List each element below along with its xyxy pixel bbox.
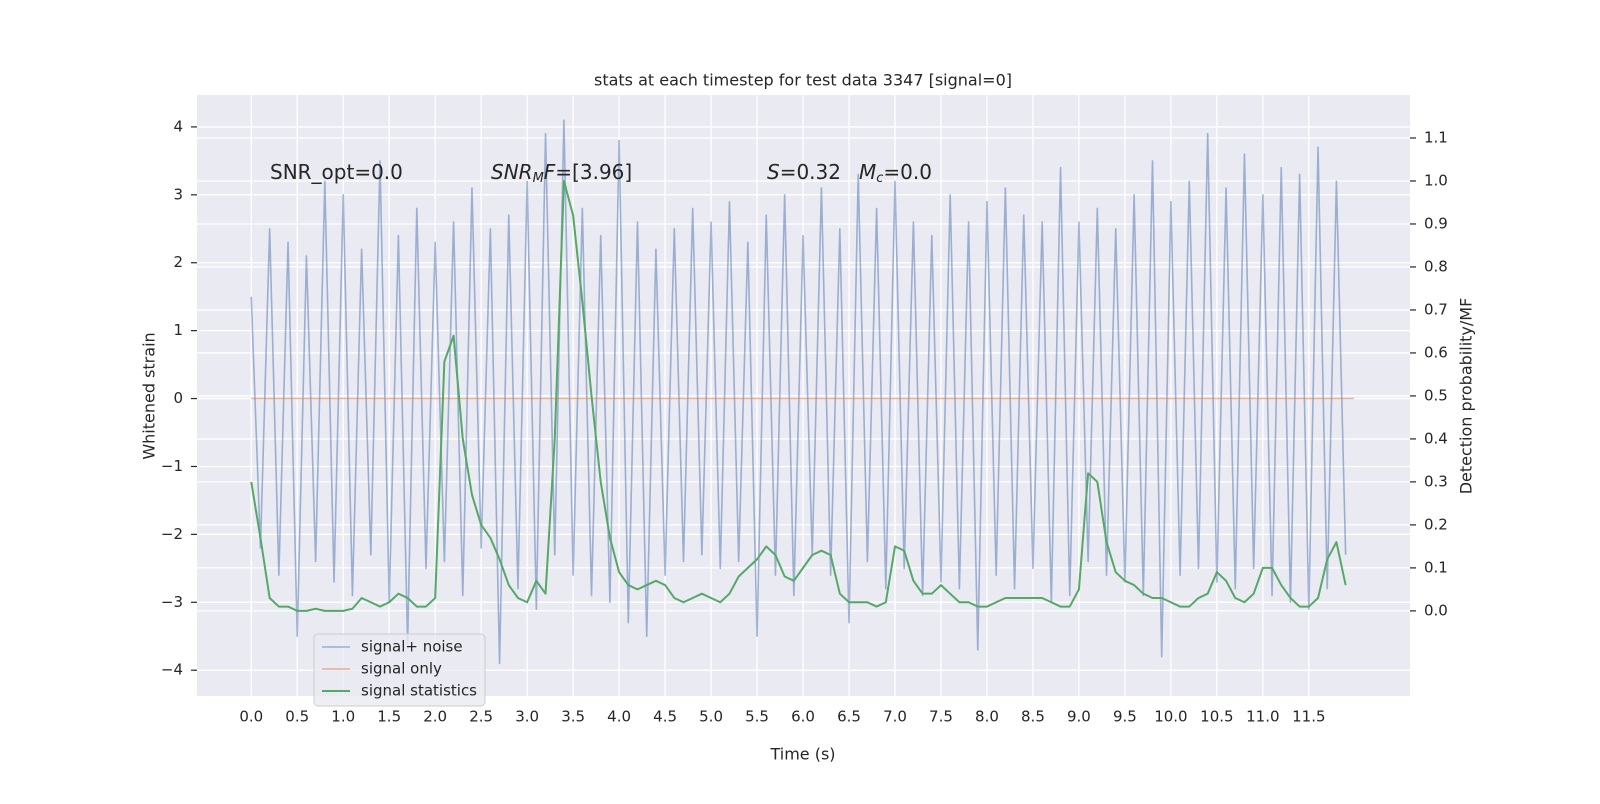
x-tick-label: 9.5 — [1113, 708, 1137, 726]
annotation-part: c — [876, 171, 883, 186]
series-line — [250, 119, 1347, 665]
x-tick-label: 11.0 — [1246, 708, 1279, 726]
annotation-part: M — [533, 171, 544, 186]
annotation-part: =[3.96] — [555, 160, 632, 184]
y2-axis-label: Detection probability/MF — [1457, 298, 1476, 495]
annotation-part: S — [767, 160, 780, 184]
x-tick-label: 1.0 — [331, 708, 355, 726]
y2-tick-label: 0.6 — [1424, 343, 1448, 361]
y-tick-label: −2 — [161, 525, 183, 543]
annotation: S=0.32 — [767, 160, 841, 184]
y-tick-label: −1 — [161, 457, 183, 475]
x-tick-label: 1.5 — [377, 708, 401, 726]
x-axis-label: Time (s) — [769, 745, 835, 764]
x-tick-label: 4.0 — [607, 708, 631, 726]
x-tick-label: 9.0 — [1067, 708, 1091, 726]
x-tick-label: 10.5 — [1200, 708, 1233, 726]
x-tick-label: 5.0 — [699, 708, 723, 726]
legend-label: signal only — [361, 660, 442, 678]
y2-tick-label: 0.2 — [1424, 515, 1448, 533]
y-tick-label: 0 — [173, 389, 183, 407]
x-tick-label: 2.5 — [469, 708, 493, 726]
annotation-part: =0.0 — [883, 160, 932, 184]
y2-tick-label: 0.3 — [1424, 472, 1448, 490]
y-tick-label: 3 — [173, 185, 183, 203]
x-tick-label: 3.0 — [515, 708, 539, 726]
x-tick-label: 6.5 — [837, 708, 861, 726]
x-tick-label: 8.5 — [1021, 708, 1045, 726]
y2-tick-label: 1.1 — [1424, 128, 1448, 146]
y-tick-label: −4 — [161, 661, 183, 679]
y2-tick-label: 1.0 — [1424, 171, 1448, 189]
x-tick-label: 5.5 — [745, 708, 769, 726]
y-axis-label: Whitened strain — [140, 332, 159, 459]
x-tick-label: 10.0 — [1154, 708, 1187, 726]
annotation-part: M — [859, 160, 876, 184]
x-tick-label: 8.0 — [975, 708, 999, 726]
x-tick-label: 7.5 — [929, 708, 953, 726]
annotation: Mc=0.0 — [859, 160, 932, 186]
x-tick-label: 0.0 — [239, 708, 263, 726]
y2-tick-label: 0.8 — [1424, 257, 1448, 275]
x-tick-label: 2.0 — [423, 708, 447, 726]
annotation: SNRMF=[3.96] — [491, 160, 632, 186]
annotation-part: SNR — [491, 160, 533, 184]
y2-tick-label: 0.1 — [1424, 558, 1448, 576]
y2-tick-label: 0.4 — [1424, 429, 1448, 447]
x-tick-label: 4.5 — [653, 708, 677, 726]
annotation: SNR_opt=0.0 — [270, 160, 403, 184]
annotation-part: F — [544, 160, 556, 184]
x-tick-label: 11.5 — [1292, 708, 1325, 726]
y-tick-label: −3 — [161, 593, 183, 611]
chart-title: stats at each timestep for test data 334… — [594, 71, 1012, 90]
legend-label: signal statistics — [361, 682, 477, 700]
y-tick-label: 4 — [173, 117, 183, 135]
series-line — [250, 179, 1347, 612]
y-tick-label: 2 — [173, 253, 183, 271]
annotation-part: =0.32 — [780, 160, 841, 184]
y2-tick-label: 0.0 — [1424, 601, 1448, 619]
x-tick-label: 3.5 — [561, 708, 585, 726]
y2-tick-label: 0.7 — [1424, 300, 1448, 318]
legend-box — [313, 633, 486, 707]
x-tick-label: 7.0 — [883, 708, 907, 726]
legend-label: signal+ noise — [361, 638, 463, 656]
x-tick-label: 0.5 — [285, 708, 309, 726]
x-tick-label: 6.0 — [791, 708, 815, 726]
y2-tick-label: 0.5 — [1424, 386, 1448, 404]
annotation-part: SNR_opt=0.0 — [270, 160, 403, 184]
y2-tick-label: 0.9 — [1424, 214, 1448, 232]
y-tick-label: 1 — [173, 321, 183, 339]
